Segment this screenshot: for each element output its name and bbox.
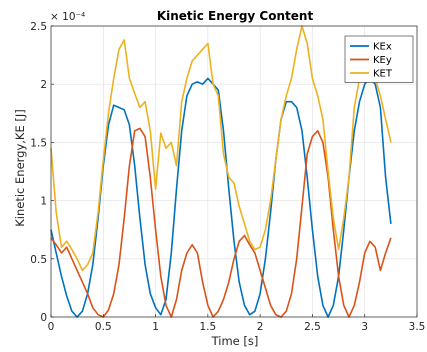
legend-label-key: KEy: [373, 55, 392, 66]
series-lines: [50, 25, 392, 318]
y-tick-label: 1: [40, 196, 47, 208]
x-tick-label: 0.5: [95, 321, 112, 333]
y-tick-label: 2.5: [30, 21, 47, 33]
y-axis-label: Kinetic Energy,KE [J]: [13, 109, 27, 227]
x-tick-label: 2.5: [304, 321, 321, 333]
x-tick-label: 3.5: [409, 321, 426, 333]
y-exponent-label: × 10⁻⁴: [50, 11, 85, 23]
axes: [50, 25, 418, 318]
series-line-ket: [50, 25, 392, 272]
x-tick-label: 1: [152, 321, 159, 333]
x-tick-label: 2: [257, 321, 264, 333]
x-tick-label: 3: [361, 321, 368, 333]
legend-label-kex: KEx: [373, 42, 392, 53]
tick-labels: 0 0.5 1 1.5 2 2.5 3 3.5 0 0.5 1 1.5 2 2.5: [30, 21, 425, 333]
series-line-key: [50, 127, 392, 318]
chart-title: Kinetic Energy Content: [157, 9, 314, 23]
y-tick-label: 0.5: [30, 254, 47, 266]
x-axis-label: Time [s]: [211, 334, 259, 348]
legend: KEx KEy KET: [344, 35, 414, 83]
y-tick-label: 0: [40, 312, 47, 324]
legend-label-ket: KET: [373, 69, 393, 80]
series-line-kex: [50, 77, 392, 318]
plot-area-border: [50, 25, 418, 318]
y-tick-label: 2: [40, 79, 47, 91]
x-tick-label: 0: [48, 321, 55, 333]
x-tick-label: 1.5: [200, 321, 217, 333]
y-tick-label: 1.5: [30, 137, 47, 149]
